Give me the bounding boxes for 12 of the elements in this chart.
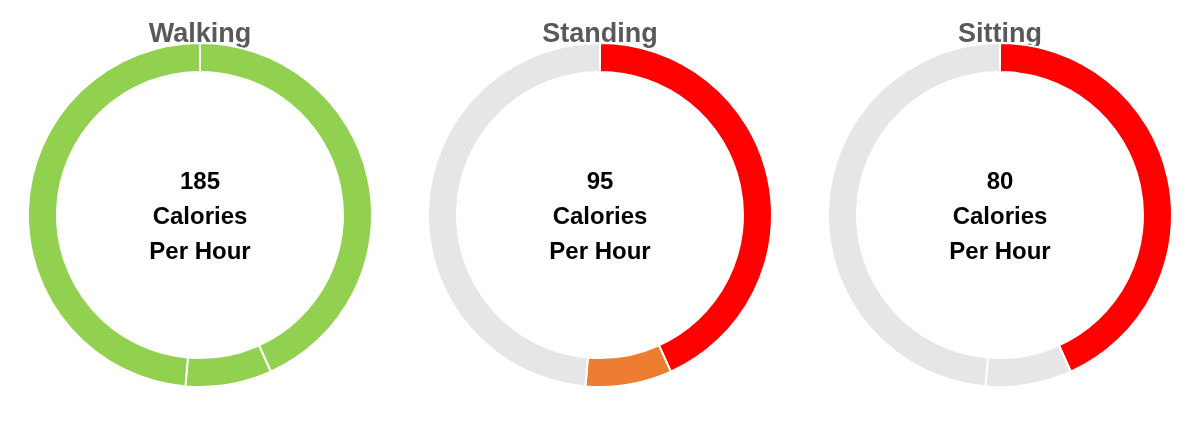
text: 185	[179, 167, 221, 194]
text: 80	[986, 167, 1014, 194]
text: Per Hour	[149, 237, 251, 264]
text: 95	[586, 167, 614, 194]
text: Calories	[952, 202, 1048, 229]
chart-title: Walking	[148, 18, 252, 48]
text: Per Hour	[549, 237, 651, 264]
text: Calories	[152, 202, 248, 229]
chart-title: Sitting	[958, 18, 1042, 48]
chart-title: Standing	[542, 18, 658, 48]
text: Calories	[552, 202, 648, 229]
text: Per Hour	[949, 237, 1051, 264]
